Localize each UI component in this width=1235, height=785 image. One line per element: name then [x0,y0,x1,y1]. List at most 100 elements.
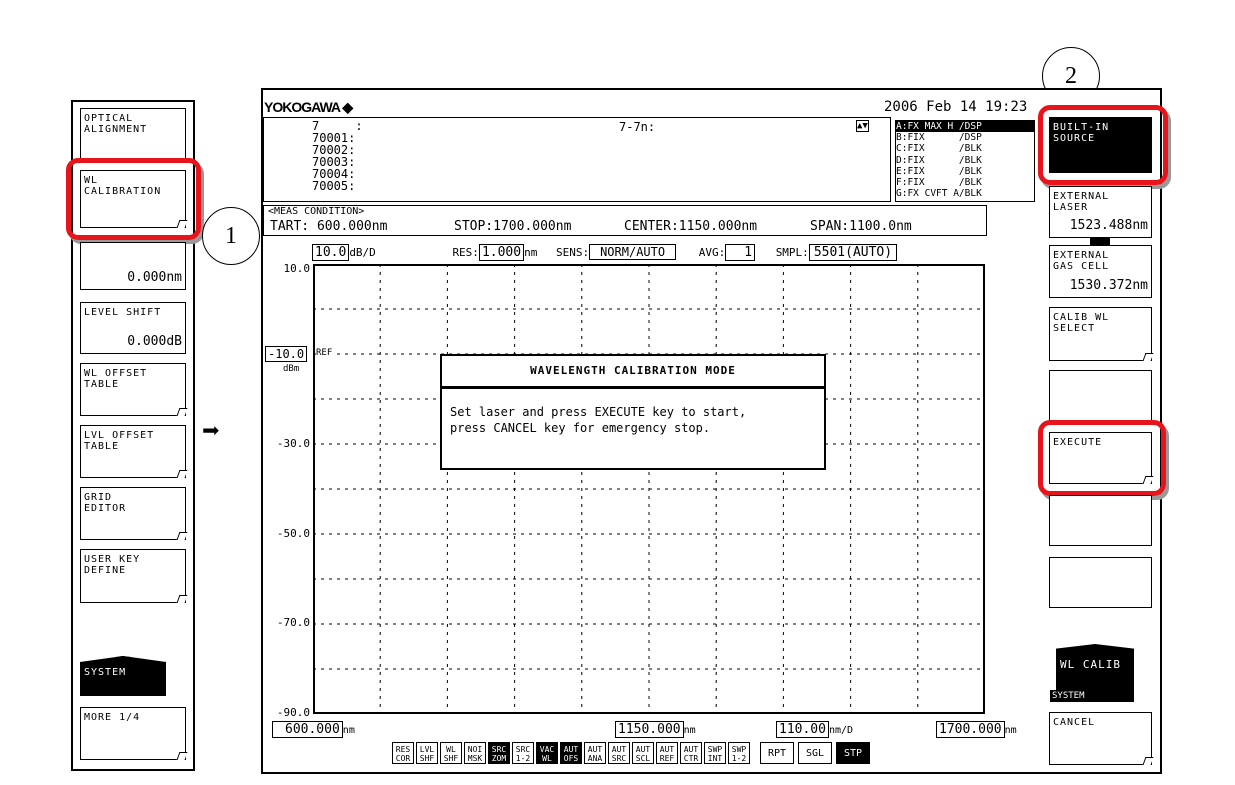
trace-a[interactable]: A:FX MAX H /DSP [896,121,1034,133]
function-button[interactable]: WL SHF [440,742,462,764]
function-button[interactable]: SWP 1-2 [728,742,750,764]
sweep-stp-button[interactable]: STP [836,742,870,764]
trace-f[interactable]: F:FIX /BLK [896,177,982,189]
function-button[interactable]: SWP INT [704,742,726,764]
function-button[interactable]: AUT CTR [680,742,702,764]
dialog-title: WAVELENGTH CALIBRATION MODE [442,356,824,389]
function-button[interactable]: VAC WL [536,742,558,764]
sens-value[interactable]: NORM/AUTO [589,244,677,260]
system-menu-indicator: SYSTEM [80,656,166,696]
y-tick-label: -70.0 [276,616,310,629]
scroll-up-down-icon[interactable]: ▲▼ [856,120,869,132]
wl-shift-value: 0.000nm [127,270,182,285]
trace-e[interactable]: E:FIX /BLK [896,165,982,177]
selection-connector [1090,238,1110,245]
settings-bar: 10.0 dB/D RES: 1.000 nm SENS: NORM/AUTO AVG:… [312,244,898,261]
function-button[interactable]: AUT SRC [608,742,630,764]
softkey-cancel[interactable]: CANCEL [1049,712,1152,765]
softkey-wl-shift[interactable]: 0.000nm [80,242,186,290]
scale-unit: dB/D [349,246,376,259]
marker-row: 70005: [312,179,356,193]
marker-delta-label: 7-7n: [619,120,656,134]
meas-span: SPAN:1100.0nm [810,219,912,234]
function-button[interactable]: SRC 1-2 [512,742,534,764]
gas-cell-value: 1530.372nm [1069,278,1148,293]
function-button[interactable]: RES COR [392,742,414,764]
softkey-optical-alignment[interactable]: OPTICAL ALIGNMENT [80,108,186,162]
softkey-built-in-source[interactable]: BUILT-IN SOURCE [1049,117,1152,173]
sweep-rpt-button[interactable]: RPT [760,742,794,764]
ref-unit: dBm [283,364,300,374]
smpl-label: SMPL: [775,246,809,259]
level-shift-label: LEVEL SHIFT [84,307,162,318]
trace-c[interactable]: C:FIX /BLK [896,143,982,155]
x-unit: nm [342,725,355,736]
marker-row: 70003: [312,155,356,169]
marker-row: 70002: [312,143,356,157]
softkey-blank[interactable] [1049,370,1152,421]
x-start-value[interactable]: 600.000 [272,721,343,738]
meas-start: TART: 600.000nm [270,219,388,234]
y-tick-label: -50.0 [276,527,310,540]
x-unit: nm [683,725,696,736]
gas-cell-label: EXTERNAL GAS CELL [1053,250,1110,272]
meas-center: CENTER:1150.000nm [624,219,758,234]
sweep-sgl-button[interactable]: SGL [798,742,832,764]
wl-calib-mode-indicator: WL CALIB SYSTEM [1050,644,1134,702]
res-value[interactable]: 1.000 [478,244,525,261]
system-sub-label: SYSTEM [1050,690,1134,702]
smpl-value[interactable]: 5501(AUTO) [808,244,898,261]
softkey-level-shift[interactable]: LEVEL SHIFT 0.000dB [80,302,186,354]
softkey-grid-editor[interactable]: GRID EDITOR [80,487,186,540]
sens-label: SENS: [555,246,590,259]
softkey-external-laser[interactable]: EXTERNAL LASER 1523.488nm [1049,186,1152,238]
function-button[interactable]: AUT REF [656,742,678,764]
y-tick-label: -90.0 [276,706,310,719]
function-button[interactable]: AUT SCL [632,742,654,764]
softkey-lvl-offset-table[interactable]: LVL OFFSET TABLE [80,425,186,478]
x-per-div-value[interactable]: 110.00 [776,721,829,738]
trace-b[interactable]: B:FIX /DSP [896,132,982,144]
x-stop-value[interactable]: 1700.000 [936,721,1005,738]
softkey-user-key-define[interactable]: USER KEY DEFINE [80,549,186,603]
res-unit: nm [524,246,538,259]
meas-condition-title: <MEAS CONDITION> [268,206,365,217]
scale-value[interactable]: 10.0 [312,244,350,261]
external-laser-label: EXTERNAL LASER [1053,191,1110,213]
function-button[interactable]: AUT OFS [560,742,582,764]
wl-calib-label: WL CALIB [1056,644,1134,690]
softkey-wl-offset-table[interactable]: WL OFFSET TABLE [80,363,186,416]
function-button[interactable]: SRC ZOM [488,742,510,764]
avg-value[interactable]: 1 [725,244,756,261]
meas-condition: <MEAS CONDITION> TART: 600.000nm STOP:17… [263,205,987,236]
res-label: RES: [452,246,479,259]
level-shift-value: 0.000dB [127,334,182,349]
softkey-wl-calibration[interactable]: WL CALIBRATION [80,170,186,228]
calibration-dialog: WAVELENGTH CALIBRATION MODE Set laser an… [440,354,826,470]
external-laser-value: 1523.488nm [1069,218,1148,233]
softkey-more[interactable]: MORE 1/4 [80,707,186,760]
x-center-value[interactable]: 1150.000 [615,721,684,738]
function-button[interactable]: LVL SHF [416,742,438,764]
softkey-blank[interactable] [1049,557,1152,608]
softkey-calib-wl-select[interactable]: CALIB WL SELECT [1049,307,1152,361]
highlight-wl-calibration [66,158,201,240]
function-button[interactable]: AUT ANA [584,742,606,764]
y-tick-label: -30.0 [276,437,310,450]
softkey-external-gas-cell[interactable]: EXTERNAL GAS CELL 1530.372nm [1049,245,1152,298]
softkey-blank[interactable] [1049,495,1152,546]
arrow-right-icon: ➡ [202,414,221,449]
y-tick-label: 10.0 [283,262,311,275]
marker-list: 7 :70001: 70002: 70003: 70004: 70005: 7-7n: … [263,117,891,202]
marker-row: 7 : [312,119,363,133]
x-per-div-unit: nm/D [828,725,854,736]
trace-g[interactable]: G:FX CVFT A/BLK [896,188,982,200]
ref-level-value[interactable]: -10.0 [265,346,308,362]
spectrum-grid [313,264,985,714]
trace-d[interactable]: D:FIX /BLK [896,154,982,166]
x-unit: nm [1004,725,1017,736]
avg-label: AVG: [698,246,726,259]
softkey-execute[interactable]: EXECUTE [1049,432,1152,484]
ref-label: REF [316,348,333,358]
function-button[interactable]: NOI MSK [464,742,486,764]
